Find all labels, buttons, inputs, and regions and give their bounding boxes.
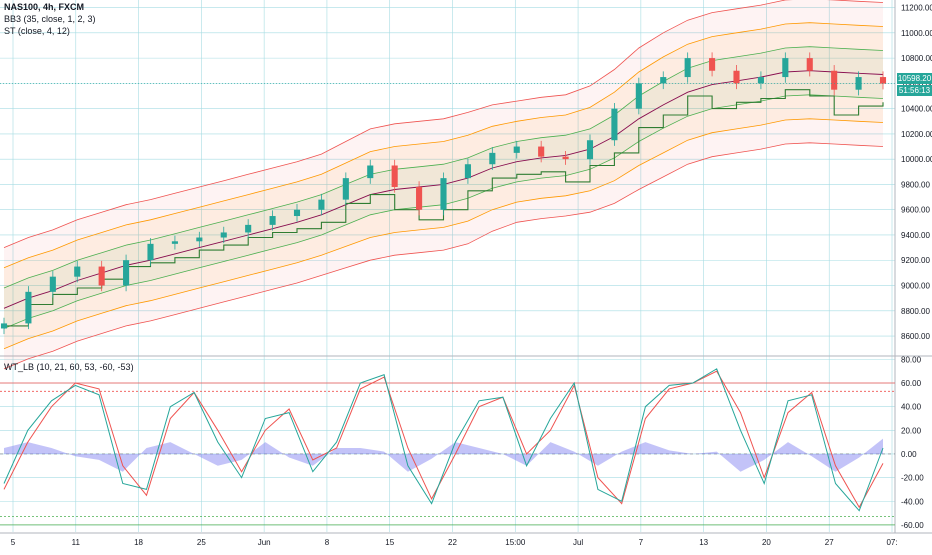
osc-y-tick-label: 60.00 <box>901 379 922 388</box>
y-tick-label: 11000.00 <box>901 29 932 38</box>
legend-st-text: ST (close, 4, 12) <box>4 26 70 36</box>
x-tick-label: 20 <box>762 538 771 547</box>
wt-histogram <box>4 438 883 472</box>
candle-body <box>733 70 740 84</box>
last-price-text: 10598.20 <box>897 74 932 83</box>
candle-body <box>367 165 374 179</box>
legend-wt-text: WT_LB (10, 21, 60, 53, -60, -53) <box>4 362 134 372</box>
y-tick-label: 9000.00 <box>901 282 930 291</box>
osc-y-tick-label: 80.00 <box>901 355 922 364</box>
x-tick-label: 11 <box>72 538 81 547</box>
candle-body <box>586 140 594 160</box>
bb-outer-lower <box>3 142 884 370</box>
osc-y-tick-label: -60.00 <box>901 521 924 530</box>
x-tick-label: 25 <box>197 538 206 547</box>
bb-mid-lower <box>3 118 884 350</box>
candle-body <box>98 266 105 286</box>
oscillator-pane-bg <box>0 357 895 532</box>
y-tick-label: 8600.00 <box>901 332 930 341</box>
osc-y-tick-label: 0.00 <box>901 450 917 459</box>
legend-bb: BB3 (35, close, 1, 2, 3) <box>4 14 96 25</box>
x-tick-label: 18 <box>134 538 143 547</box>
x-tick-label: 27 <box>825 538 834 547</box>
candle-body <box>709 58 716 71</box>
osc-y-tick-label: -40.00 <box>901 497 924 506</box>
candle-body <box>220 232 227 238</box>
candle-body <box>879 77 887 84</box>
candle-body <box>391 165 398 187</box>
candle-body <box>684 58 691 78</box>
candle-body <box>782 58 789 78</box>
candle-body <box>0 323 8 329</box>
x-tick-label: 15:00 <box>505 538 526 547</box>
y-tick-label: 11200.00 <box>901 4 932 13</box>
x-tick-label: 15 <box>385 538 394 547</box>
y-tick-label: 9200.00 <box>901 256 930 265</box>
bb-outer-upper <box>3 0 884 248</box>
legend-bb-text: BB3 (35, close, 1, 2, 3) <box>4 14 96 24</box>
legend-st: ST (close, 4, 12) <box>4 26 70 37</box>
osc-y-tick-label: -20.00 <box>901 474 924 483</box>
candle-body <box>25 291 32 324</box>
candle-body <box>538 146 545 157</box>
y-tick-label: 9600.00 <box>901 206 930 215</box>
candle-body <box>440 178 447 210</box>
last-price-tag: 10598.20 <box>897 73 932 84</box>
candle-body <box>562 156 569 160</box>
candle-body <box>318 199 325 210</box>
main-pane-bg <box>0 0 895 355</box>
candle-body <box>74 266 81 277</box>
y-tick-label: 10800.00 <box>901 54 932 63</box>
candle-body <box>757 77 764 84</box>
candle-body <box>611 108 618 141</box>
x-tick-label: Jun <box>258 538 271 547</box>
osc-y-tick-label: 40.00 <box>901 403 922 412</box>
x-tick-label: 5 <box>11 538 16 547</box>
y-tick-label: 9800.00 <box>901 180 930 189</box>
wt1-line <box>3 368 884 512</box>
legend-wt: WT_LB (10, 21, 60, 53, -60, -53) <box>4 362 134 372</box>
candle-body <box>831 70 838 90</box>
candle-body <box>464 164 471 179</box>
candle-body <box>660 77 667 84</box>
y-tick-label: 10200.00 <box>901 130 932 139</box>
countdown-text: 51:56:13 <box>898 86 931 95</box>
wt2-line <box>3 370 884 509</box>
candle-body <box>147 243 154 261</box>
y-tick-label: 8800.00 <box>901 307 930 316</box>
x-tick-label: 8 <box>325 538 330 547</box>
candle-body <box>416 186 423 210</box>
candle-body <box>635 83 642 109</box>
x-tick-label: 13 <box>699 538 708 547</box>
candle-body <box>245 224 252 233</box>
countdown-tag: 51:56:13 <box>897 85 932 96</box>
candle-body <box>342 178 349 200</box>
bb-mid-upper <box>3 22 884 269</box>
osc-y-tick-label: 20.00 <box>901 426 922 435</box>
candle-body <box>806 58 813 71</box>
x-tick-label: 07: <box>886 538 897 547</box>
y-tick-label: 10000.00 <box>901 155 932 164</box>
candle-body <box>293 209 301 217</box>
legend-symbol: NAS100, 4h, FXCM <box>4 2 84 13</box>
candle-body <box>196 237 203 242</box>
candle-body <box>171 241 178 244</box>
x-tick-label: 7 <box>639 538 644 547</box>
candle-body <box>513 146 520 153</box>
y-tick-label: 10400.00 <box>901 105 932 114</box>
x-tick-label: 22 <box>448 538 457 547</box>
candle-body <box>49 276 56 292</box>
y-tick-label: 9400.00 <box>901 231 930 240</box>
legend-symbol-text: NAS100, 4h, FXCM <box>4 2 85 12</box>
candle-body <box>489 152 496 165</box>
candle-body <box>269 216 276 225</box>
x-tick-label: Jul <box>573 538 583 547</box>
candle-body <box>123 260 130 286</box>
